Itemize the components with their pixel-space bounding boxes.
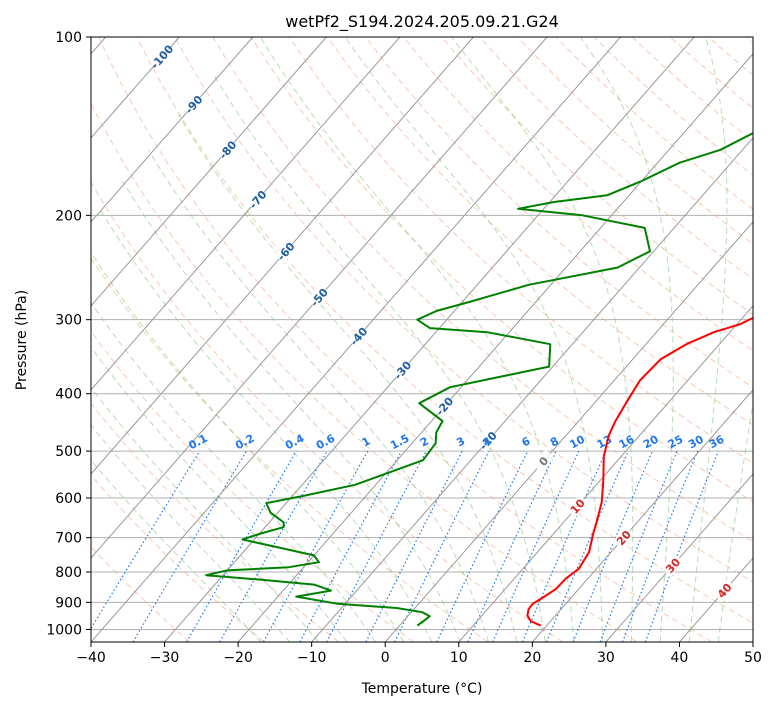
x-tick-label: 20 [523,650,541,666]
y-tick-label: 100 [55,30,82,46]
x-tick-label: −40 [76,650,106,666]
chart-title: wetPf2_S194.2024.205.09.21.G24 [285,12,559,32]
x-tick-label: −10 [297,650,327,666]
x-tick-label: −30 [150,650,180,666]
y-tick-label: 500 [55,444,82,460]
x-tick-label: 50 [744,650,762,666]
y-tick-label: 400 [55,387,82,403]
x-tick-label: 10 [450,650,468,666]
x-tick-label: 30 [597,650,615,666]
x-tick-label: −20 [223,650,253,666]
y-tick-label: 1000 [46,622,82,638]
y-tick-label: 900 [55,595,82,611]
y-tick-label: 700 [55,531,82,547]
x-axis-label: Temperature (°C) [361,681,483,697]
y-tick-label: 200 [55,208,82,224]
y-tick-label: 300 [55,313,82,329]
y-axis-label: Pressure (hPa) [14,290,30,390]
y-tick-label: 600 [55,491,82,507]
x-tick-label: 0 [381,650,390,666]
y-tick-label: 800 [55,565,82,581]
x-tick-label: 40 [671,650,689,666]
